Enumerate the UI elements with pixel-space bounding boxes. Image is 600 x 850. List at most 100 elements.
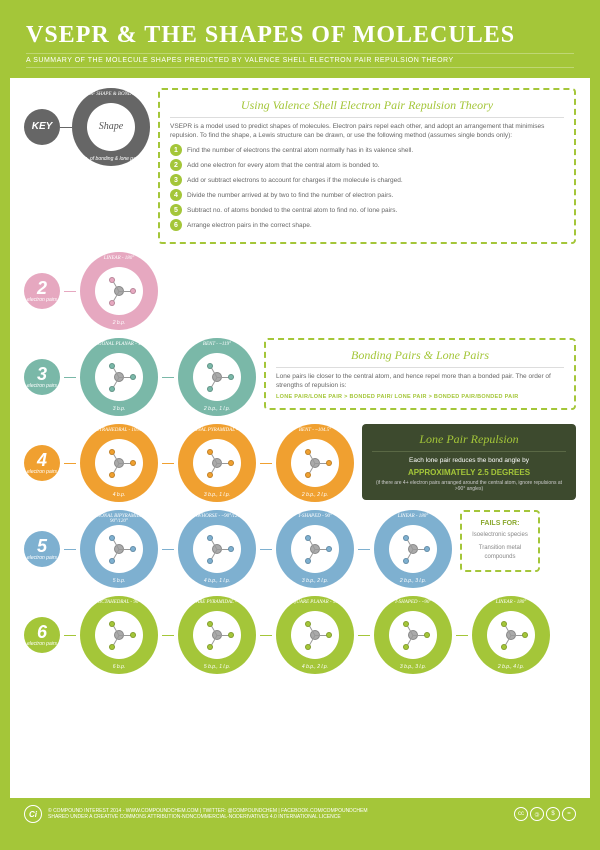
- molecule-icon: [291, 611, 339, 659]
- shape-inner: [95, 611, 143, 659]
- shape-inner: [389, 525, 437, 573]
- key-shape-circle: NAME OF SHAPE & BOND ANGLE Shape No. of …: [72, 88, 150, 166]
- shape-circle: TETRAHEDRAL - 109.5°4 b.p.: [80, 424, 158, 502]
- pair-count: 3: [37, 365, 47, 383]
- shape-bp: 2 b.p., 1 l.p.: [178, 406, 256, 412]
- pair-label: electron pairs: [27, 642, 57, 647]
- step-num-icon: 4: [170, 189, 182, 201]
- molecule-icon: [291, 525, 339, 573]
- shape-name: TETRAHEDRAL - 109.5°: [80, 428, 158, 433]
- shape-circle: SAWHORSE - ~90°/120°4 b.p., 1 l.p.: [178, 510, 256, 588]
- shape-name: T-SHAPED - ~90°: [374, 600, 452, 605]
- shape-bp: 2 b.p., 3 l.p.: [374, 578, 452, 584]
- shape-name: LINEAR - 180°: [374, 514, 452, 519]
- shape-circle: TRIGONAL PLANAR - 120° 3 b.p.: [80, 338, 158, 416]
- connector: [162, 635, 174, 636]
- content: KEY NAME OF SHAPE & BOND ANGLE Shape No.…: [10, 78, 590, 692]
- pair-count-badge: 3electron pairs: [24, 359, 60, 395]
- shape-bp: 2 b.p., 4 l.p.: [472, 664, 550, 670]
- shapes-6: 6electron pairsOCTAHEDRAL - 90°6 b.p.SQU…: [24, 596, 550, 674]
- page-subtitle: A SUMMARY OF THE MOLECULE SHAPES PREDICT…: [26, 53, 574, 68]
- shape-inner: [291, 525, 339, 573]
- connector: [162, 377, 174, 378]
- connector: [64, 635, 76, 636]
- usage-title: Using Valence Shell Electron Pair Repuls…: [170, 98, 564, 118]
- shape-name: T-SHAPED - 90°: [276, 514, 354, 519]
- step-text: Add or subtract electrons to account for…: [187, 176, 403, 185]
- molecule-icon: [95, 525, 143, 573]
- connector: [358, 635, 370, 636]
- lonepair-emphasis: APPROXIMATELY 2.5 DEGREES: [372, 468, 566, 477]
- shape-inner: [95, 525, 143, 573]
- molecule-icon: [193, 353, 241, 401]
- usage-box: Using Valence Shell Electron Pair Repuls…: [158, 88, 576, 244]
- connector: [64, 377, 76, 378]
- key-center: Shape: [99, 121, 123, 132]
- pair-label: electron pairs: [27, 384, 57, 389]
- molecule-icon: [95, 439, 143, 487]
- page-title: VSEPR & THE SHAPES OF MOLECULES: [26, 22, 574, 49]
- step-num-icon: 1: [170, 144, 182, 156]
- shape-circle: SQUARE PLANAR - 90°4 b.p., 2 l.p.: [276, 596, 354, 674]
- shape-name: TRIGONAL PYRAMIDAL - ~107°: [178, 428, 256, 433]
- shape-circle: LINEAR - 180° 2 b.p., 3 l.p.: [374, 510, 452, 588]
- usage-step: 3 Add or subtract electrons to account fo…: [170, 174, 564, 186]
- page: VSEPR & THE SHAPES OF MOLECULES A SUMMAR…: [10, 10, 590, 830]
- shape-inner: [193, 525, 241, 573]
- molecule-icon: [389, 611, 437, 659]
- row-key: KEY NAME OF SHAPE & BOND ANGLE Shape No.…: [24, 88, 576, 244]
- cc-icon: 🄯: [530, 807, 544, 821]
- step-num-icon: 6: [170, 219, 182, 231]
- pair-count: 6: [37, 623, 47, 641]
- connector: [260, 549, 272, 550]
- shape-inner: [291, 611, 339, 659]
- shape-bp: 4 b.p., 1 l.p.: [178, 578, 256, 584]
- connector: [64, 549, 76, 550]
- usage-step: 6Arrange electron pairs in the correct s…: [170, 219, 564, 231]
- connector: [64, 463, 76, 464]
- usage-step: 4Divide the number arrived at by two to …: [170, 189, 564, 201]
- footer-line2: SHARED UNDER A CREATIVE COMMONS ATTRIBUT…: [48, 814, 368, 821]
- connector: [64, 291, 76, 292]
- key-badge: KEY: [24, 109, 60, 145]
- shape-bp: 2 b.p.: [80, 320, 158, 326]
- shape-bp: 3 b.p., 2 l.p.: [276, 578, 354, 584]
- connector: [162, 463, 174, 464]
- shape-bp: 3 b.p.: [80, 406, 158, 412]
- row-5: 5electron pairs TRIGONAL BIPYRAMIDAL - 90…: [24, 510, 576, 588]
- shape-name: LINEAR - 180°: [80, 256, 158, 261]
- shape-inner: [487, 611, 535, 659]
- shapes-4: 4electron pairs TETRAHEDRAL - 109.5°4 b.p…: [24, 424, 354, 502]
- shape-name: TRIGONAL PLANAR - 120°: [80, 342, 158, 347]
- step-num-icon: 2: [170, 159, 182, 171]
- step-text: Find the number of electrons the central…: [187, 146, 413, 155]
- shape-name: SQUARE PLANAR - 90°: [276, 600, 354, 605]
- pair-count-badge: 4electron pairs: [24, 445, 60, 481]
- cc-icon: $: [546, 807, 560, 821]
- molecule-icon: [95, 353, 143, 401]
- shapes-3: 3electron pairs TRIGONAL PLANAR - 120° 3 b…: [24, 338, 256, 416]
- pair-count: 4: [37, 451, 47, 469]
- shape-inner: [193, 353, 241, 401]
- pair-count-badge: 2electron pairs: [24, 273, 60, 309]
- pair-count-badge: 5electron pairs: [24, 531, 60, 567]
- shape-inner: [95, 439, 143, 487]
- shape-circle: TRIGONAL BIPYRAMIDAL - 90°/120°5 b.p.: [80, 510, 158, 588]
- shape-name: LINEAR - 180°: [472, 600, 550, 605]
- fails-item-0: Isoelectronic species: [470, 531, 530, 540]
- ci-badge-icon: Ci: [24, 805, 42, 823]
- step-num-icon: 3: [170, 174, 182, 186]
- connector: [260, 635, 272, 636]
- row-6: 6electron pairsOCTAHEDRAL - 90°6 b.p.SQU…: [24, 596, 576, 674]
- connector: [162, 549, 174, 550]
- shape-bp: 5 b.p.: [80, 578, 158, 584]
- bonding-box: Bonding Pairs & Lone Pairs Lone pairs li…: [264, 338, 576, 410]
- shape-inner: [193, 439, 241, 487]
- cc-icons: cc🄯$=: [514, 807, 576, 821]
- lonepair-box: Lone Pair Repulsion Each lone pair reduc…: [362, 424, 576, 500]
- row-2: 2electron pairs LINEAR - 180° 2 b.p.: [24, 252, 576, 330]
- connector: [60, 127, 72, 128]
- shape-circle: SQUARE PYRAMIDAL - ~90°5 b.p., 1 l.p.: [178, 596, 256, 674]
- shape-name: SQUARE PYRAMIDAL - ~90°: [178, 600, 256, 605]
- row-3: 3electron pairs TRIGONAL PLANAR - 120° 3 b…: [24, 338, 576, 416]
